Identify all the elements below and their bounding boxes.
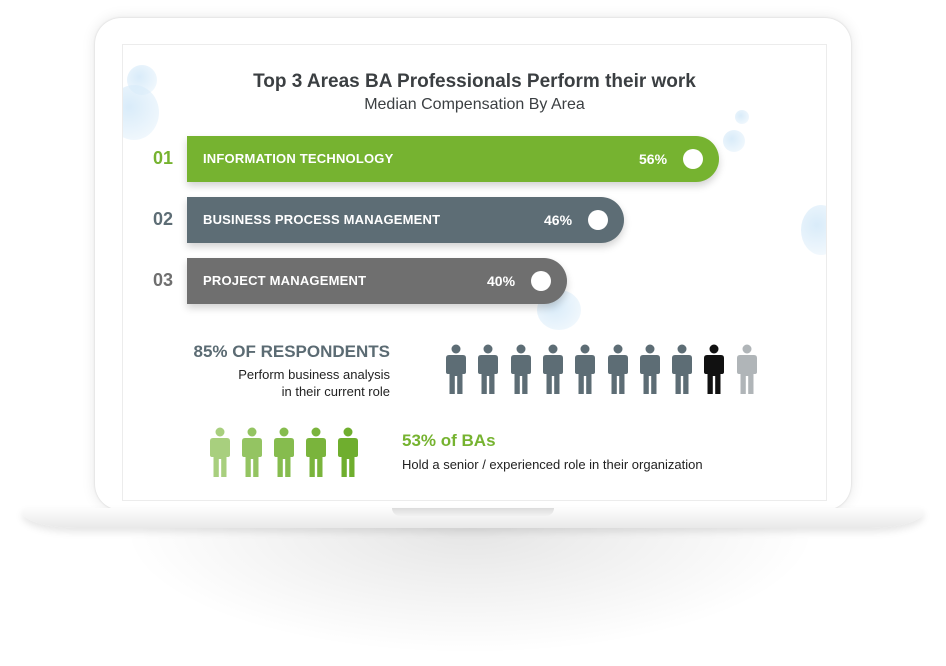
bar-value-label: 56%	[639, 151, 668, 167]
laptop-shadow	[120, 515, 820, 655]
person-icon	[209, 427, 231, 479]
person-icon	[639, 344, 661, 396]
person-icon	[241, 427, 263, 479]
bar-rank: 02	[153, 209, 174, 229]
bar-end-dot	[588, 210, 608, 230]
bar: PROJECT MANAGEMENT 40%	[187, 258, 567, 304]
person-icon	[671, 344, 693, 396]
bar-end-dot	[683, 149, 703, 169]
person-icon	[445, 344, 467, 396]
person-icon	[574, 344, 596, 396]
person-icon	[510, 344, 532, 396]
person-icon	[607, 344, 629, 396]
bar-label: INFORMATION TECHNOLOGY	[203, 151, 394, 166]
senior-description: Hold a senior / experienced role in thei…	[402, 457, 703, 472]
decor-bubble	[801, 205, 826, 255]
respondents-headline: 85% OF RESPONDENTS	[193, 342, 391, 361]
infographic-screen: Top 3 Areas BA Professionals Perform the…	[122, 44, 827, 501]
person-icon	[273, 427, 295, 479]
bar-end-dot	[531, 271, 551, 291]
person-icon	[337, 427, 359, 479]
respondents-line-1: Perform business analysis	[238, 367, 390, 382]
bar: BUSINESS PROCESS MANAGEMENT 46%	[187, 197, 624, 243]
person-icon	[542, 344, 564, 396]
person-icon	[736, 344, 758, 396]
decor-bubble	[735, 110, 749, 124]
decor-bubble	[723, 130, 745, 152]
chart-title: Top 3 Areas BA Professionals Perform the…	[253, 71, 696, 92]
person-icon	[477, 344, 499, 396]
laptop-notch	[392, 508, 554, 516]
bar-label: BUSINESS PROCESS MANAGEMENT	[203, 212, 441, 227]
chart-subtitle: Median Compensation By Area	[364, 96, 585, 113]
bar-rank: 01	[153, 148, 174, 168]
person-icon	[305, 427, 327, 479]
laptop-base	[22, 508, 924, 528]
bar-label: PROJECT MANAGEMENT	[203, 273, 367, 288]
bar: INFORMATION TECHNOLOGY 56%	[187, 136, 719, 182]
bar-value-label: 46%	[544, 212, 573, 228]
respondents-line-2: in their current role	[281, 384, 390, 399]
senior-headline: 53% of BAs	[402, 431, 496, 450]
bar-rank: 03	[153, 270, 174, 290]
person-icon	[703, 344, 725, 396]
bar-value-label: 40%	[487, 273, 516, 289]
